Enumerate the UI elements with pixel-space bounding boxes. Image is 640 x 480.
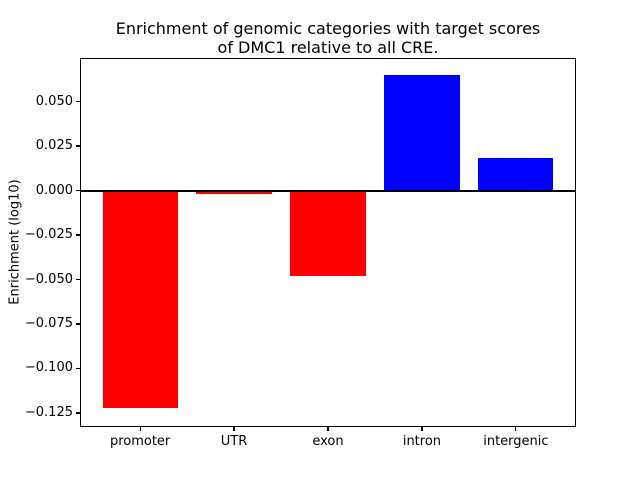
y-tick-label: 0.000 <box>35 182 73 198</box>
x-tick-mark <box>421 427 423 432</box>
bar-promoter <box>102 190 178 408</box>
x-tick-mark <box>515 427 517 432</box>
bar-intron <box>384 74 460 191</box>
chart-title-line1: Enrichment of genomic categories with ta… <box>115 19 541 38</box>
y-tick-mark <box>76 412 80 414</box>
y-tick-label: −0.100 <box>24 360 73 376</box>
y-tick-label: 0.025 <box>35 138 73 154</box>
y-tick-mark <box>76 100 80 103</box>
y-tick-mark <box>76 323 80 325</box>
bar-UTR <box>196 190 272 195</box>
y-tick-mark <box>76 189 80 192</box>
x-tick-label-promoter: promoter <box>109 434 171 450</box>
x-tick-label-UTR: UTR <box>220 434 248 450</box>
x-tick-label-intergenic: intergenic <box>483 434 549 450</box>
x-tick-mark <box>233 427 235 432</box>
y-tick-label: −0.075 <box>24 315 73 331</box>
x-tick-mark <box>327 427 329 432</box>
bar-intergenic <box>478 158 554 191</box>
zero-line <box>80 189 576 192</box>
y-tick-label: −0.025 <box>24 227 73 242</box>
chart-title-line2: of DMC1 relative to all CRE. <box>217 38 439 57</box>
x-tick-label-intron: intron <box>402 434 442 450</box>
x-tick-mark <box>139 427 141 432</box>
bar-exon <box>290 190 366 276</box>
y-tick-label: −0.125 <box>24 404 73 420</box>
y-tick-mark <box>76 145 80 147</box>
y-tick-mark <box>76 234 80 236</box>
y-tick-mark <box>76 278 80 281</box>
chart-title: Enrichment of genomic categories with ta… <box>80 19 576 57</box>
x-tick-label-exon: exon <box>312 434 344 450</box>
y-tick-mark <box>76 367 80 370</box>
y-tick-label: 0.050 <box>35 93 73 109</box>
y-tick-label: −0.050 <box>24 271 73 287</box>
